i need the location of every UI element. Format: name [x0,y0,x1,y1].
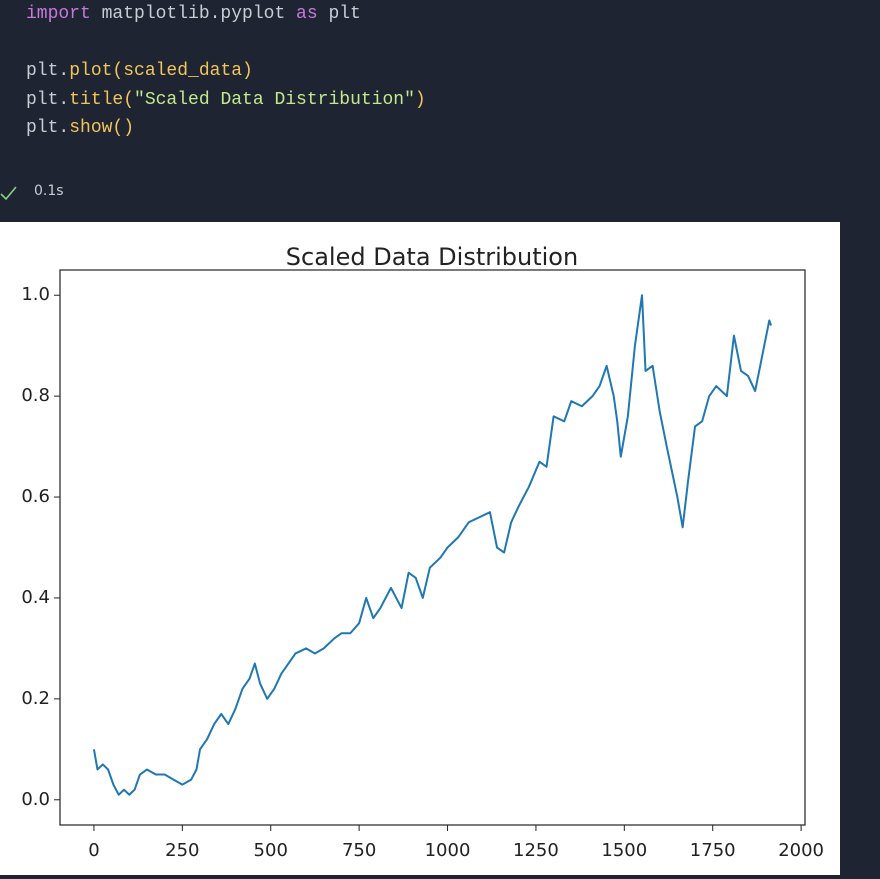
chart-title: Scaled Data Distribution [286,243,578,271]
code-token: show() [69,118,135,138]
code-line [26,29,426,58]
x-tick-label: 1000 [425,840,471,861]
y-tick-label: 0.6 [21,486,50,507]
code-line: plt.plot(scaled_data) [26,57,426,86]
code-line: plt.title("Scaled Data Distribution") [26,86,426,115]
x-tick-label: 1750 [690,840,736,861]
check-icon [0,186,17,201]
code-token: matplotlib.pyplot [90,4,297,24]
code-token: ) [414,89,426,110]
x-tick-label: 0 [88,840,99,861]
y-tick-label: 0.8 [21,385,50,406]
code-token: import [26,4,91,24]
code-token: as [296,4,318,24]
x-tick-label: 500 [254,840,288,861]
cell-output: Scaled Data Distribution 0.0 0.2 0.4 0.6 0.8… [0,222,840,875]
y-tick-label: 0.0 [21,789,50,810]
x-tick-label: 1250 [513,840,559,861]
x-tick-label: 2000 [778,840,824,861]
y-tick-label: 0.2 [21,688,50,709]
code-editor[interactable]: import matplotlib.pyplot as plt plt.plot(… [26,0,426,143]
code-token: plt. [26,89,70,110]
x-tick-label: 1500 [601,840,647,861]
code-token: plt. [26,61,70,81]
execution-time: 0.1s [34,183,64,199]
code-token: plt [317,4,361,24]
axes-frame [59,269,806,826]
code-token: title( [69,89,135,110]
data-line [92,294,773,796]
y-tick-label: 1.0 [21,284,50,305]
chart: Scaled Data Distribution 0.0 0.2 0.4 0.6 0.8… [21,243,824,861]
code-line: plt.show() [26,114,426,143]
y-tick-label: 0.4 [21,587,50,608]
code-token: plot(scaled_data) [69,61,253,81]
x-tick-label: 250 [165,840,199,861]
code-token: "Scaled Data Distribution" [134,89,415,110]
code-token: plt. [26,118,70,138]
code-line: import matplotlib.pyplot as plt [26,0,426,29]
x-tick-label: 750 [342,840,376,861]
